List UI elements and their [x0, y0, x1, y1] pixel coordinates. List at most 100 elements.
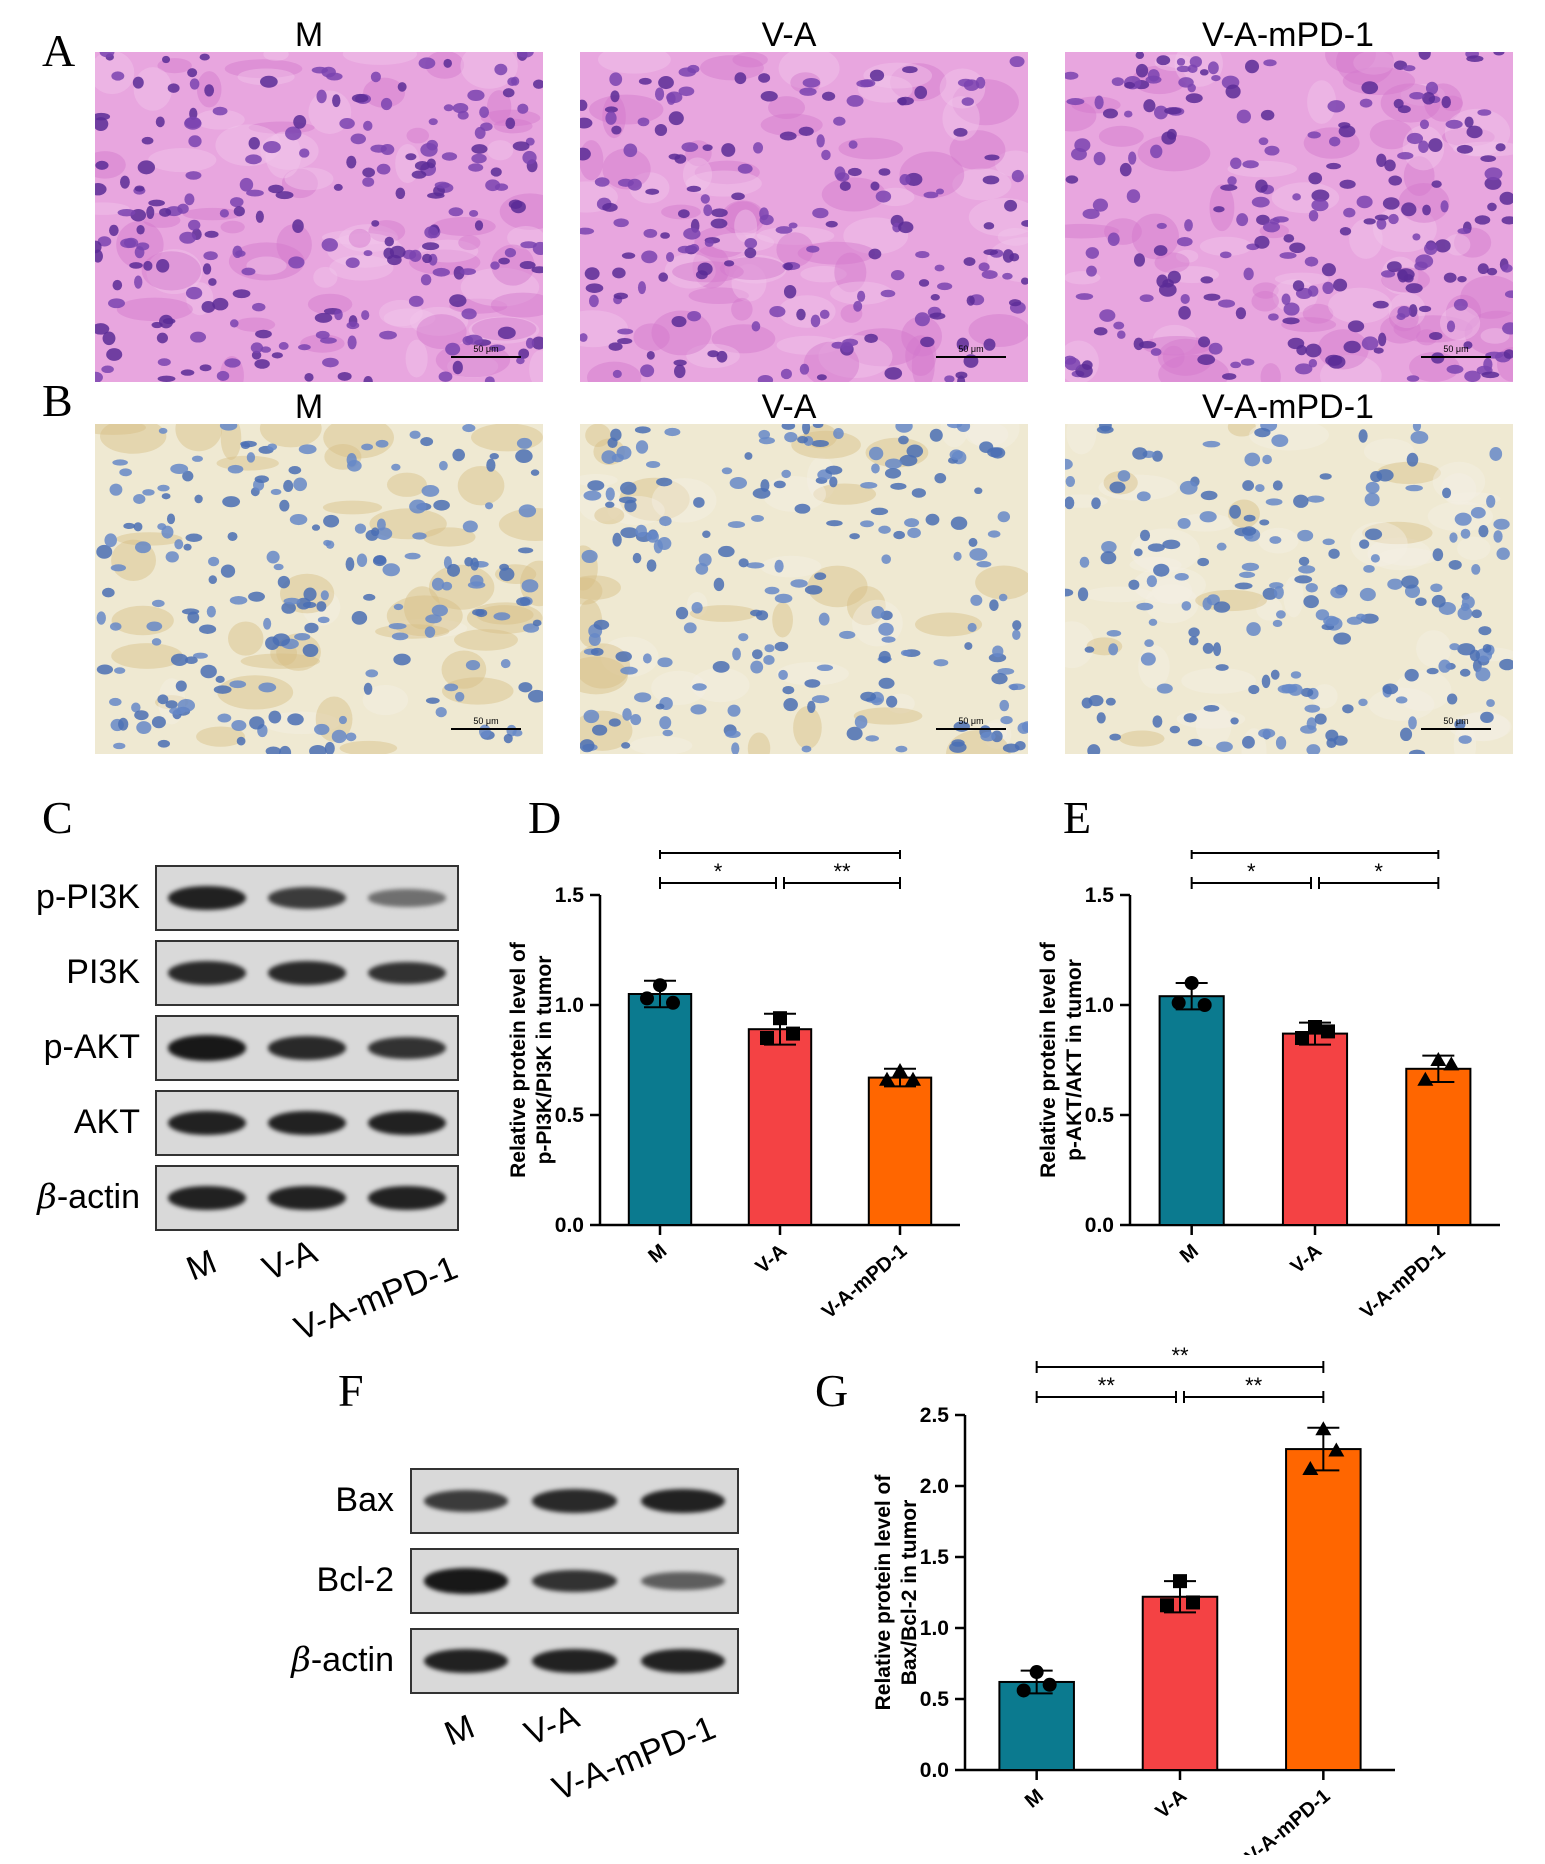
- y-axis-label: Bax/Bcl-2 in tumor: [898, 1500, 921, 1686]
- blot-c-row-beta-actin: [155, 1165, 459, 1231]
- panel-label-f: F: [338, 1365, 364, 1416]
- y-tick-label: 1.5: [1085, 884, 1115, 907]
- micrograph-title-b-vampd1: V-A-mPD-1: [1202, 388, 1374, 426]
- blot-band: [168, 961, 246, 985]
- blot-c-label-beta-actin: β-actin: [37, 1177, 140, 1217]
- x-tick-label: M: [1176, 1240, 1203, 1268]
- blot-band: [640, 1648, 726, 1674]
- data-point: [905, 1071, 921, 1086]
- blot-band: [268, 1185, 346, 1211]
- data-point: [640, 991, 654, 1006]
- y-tick-label: 0.0: [555, 1214, 584, 1237]
- micrograph-b-vampd1: 50 μm: [1065, 424, 1513, 754]
- blot-band: [168, 1185, 246, 1211]
- blot-c-label-p-akt: p-AKT: [43, 1028, 140, 1066]
- blot-c-label-p-pi3k: p-PI3K: [36, 878, 140, 916]
- significance-label: **: [771, 850, 789, 854]
- y-tick-label: 1.5: [920, 1546, 950, 1569]
- data-point: [1171, 995, 1186, 1010]
- data-point: [892, 1063, 908, 1077]
- blot-band: [268, 961, 346, 985]
- scale-bar: 50 μm: [451, 345, 521, 358]
- y-tick-label: 2.0: [920, 1475, 949, 1498]
- blot-band: [268, 1036, 346, 1060]
- y-tick-label: 1.0: [1085, 994, 1114, 1017]
- chart-e: 0.0 0.5 1.0 1.5 Relative protein level of p-A…: [1037, 850, 1500, 1323]
- y-tick-label: 0.5: [920, 1688, 950, 1711]
- x-tick-label: M: [1021, 1785, 1048, 1813]
- y-axis-label: Relative protein level of: [872, 1474, 895, 1711]
- x-tick-label: V-A: [1152, 1785, 1192, 1823]
- data-point: [1184, 976, 1199, 990]
- blot-band: [168, 885, 246, 911]
- blot-c-label-pi3k: PI3K: [66, 953, 140, 991]
- data-point: [1430, 1052, 1447, 1066]
- bar-2: [1285, 1448, 1362, 1772]
- data-point: [1315, 1421, 1332, 1436]
- blot-f-lane-m: M: [439, 1707, 480, 1754]
- micrograph-texture: [1065, 424, 1513, 754]
- scale-bar: 50 μm: [936, 345, 1006, 358]
- blot-band: [640, 1571, 726, 1591]
- blot-band: [168, 1110, 246, 1136]
- micrograph-a-m: 50 μm: [95, 52, 543, 382]
- micrograph-texture: [1065, 52, 1513, 382]
- data-point: [1295, 1031, 1309, 1045]
- data-point: [1173, 1574, 1187, 1589]
- y-tick-label: 0.0: [920, 1759, 949, 1782]
- blot-band: [423, 1648, 509, 1674]
- x-tick-label: V-A-mPD-1: [1356, 1240, 1449, 1323]
- y-tick-label: 1.5: [555, 884, 585, 907]
- blot-c-row-p-akt: [155, 1015, 459, 1081]
- y-tick-label: 0.5: [555, 1104, 585, 1127]
- blot-f-row-bax: [410, 1468, 739, 1534]
- bar-2: [1405, 1067, 1472, 1226]
- x-tick-label: V-A-mPD-1: [1241, 1785, 1334, 1855]
- x-tick-label: M: [644, 1240, 671, 1268]
- micrograph-title-b-va: V-A: [761, 388, 817, 426]
- data-point: [1186, 1595, 1200, 1610]
- blot-band: [268, 887, 346, 909]
- micrograph-texture: [95, 424, 543, 754]
- data-point: [1308, 1020, 1322, 1034]
- scale-bar: 50 μm: [451, 717, 521, 730]
- bar-0: [998, 1680, 1075, 1771]
- x-tick-label: V-A: [1287, 1240, 1327, 1278]
- blot-band: [368, 1185, 446, 1211]
- blot-band: [532, 1648, 617, 1674]
- panel-label-a: A: [42, 25, 76, 76]
- blot-c-row-pi3k: [155, 940, 459, 1006]
- micrograph-b-va: 50 μm: [580, 424, 1028, 754]
- blot-c-row-akt: [155, 1090, 459, 1156]
- micrograph-b-m: 50 μm: [95, 424, 543, 754]
- blot-band: [368, 961, 446, 985]
- blot-f-label-bcl2: Bcl-2: [316, 1561, 394, 1599]
- chart-d: 0.0 0.5 1.0 1.5 Relative protein level of p-P…: [507, 850, 960, 1323]
- bar-1: [1141, 1595, 1219, 1771]
- blot-c-lane-va: V-A: [257, 1232, 323, 1289]
- blot-band: [532, 1489, 617, 1513]
- bar-1: [747, 1028, 813, 1226]
- blot-band: [368, 889, 446, 907]
- data-point: [1016, 1683, 1031, 1698]
- blot-f-label-bax: Bax: [335, 1481, 394, 1519]
- chart-g: 0.0 0.5 1.0 1.5 2.0 2.5 Relative protein level…: [872, 1345, 1395, 1855]
- data-point: [1042, 1677, 1057, 1692]
- data-point: [786, 1026, 800, 1041]
- y-tick-label: 1.0: [920, 1617, 949, 1640]
- y-axis-label: Relative protein level of: [1037, 941, 1060, 1178]
- panel-label-d: D: [528, 792, 562, 843]
- data-point: [666, 995, 680, 1010]
- micrograph-a-vampd1: 50 μm: [1065, 52, 1513, 382]
- data-point: [1328, 1442, 1345, 1457]
- scale-bar: 50 μm: [1421, 717, 1491, 730]
- x-tick-label: V-A-mPD-1: [818, 1240, 911, 1323]
- significance-label: **: [833, 859, 851, 884]
- y-axis-label: p-AKT/AKT in tumor: [1063, 959, 1086, 1161]
- micrograph-texture: [95, 52, 543, 382]
- blot-band: [640, 1488, 726, 1514]
- bar-1: [1281, 1032, 1349, 1226]
- panel-label-c: C: [42, 792, 73, 843]
- bar-0: [1158, 995, 1225, 1226]
- data-point: [1197, 998, 1212, 1012]
